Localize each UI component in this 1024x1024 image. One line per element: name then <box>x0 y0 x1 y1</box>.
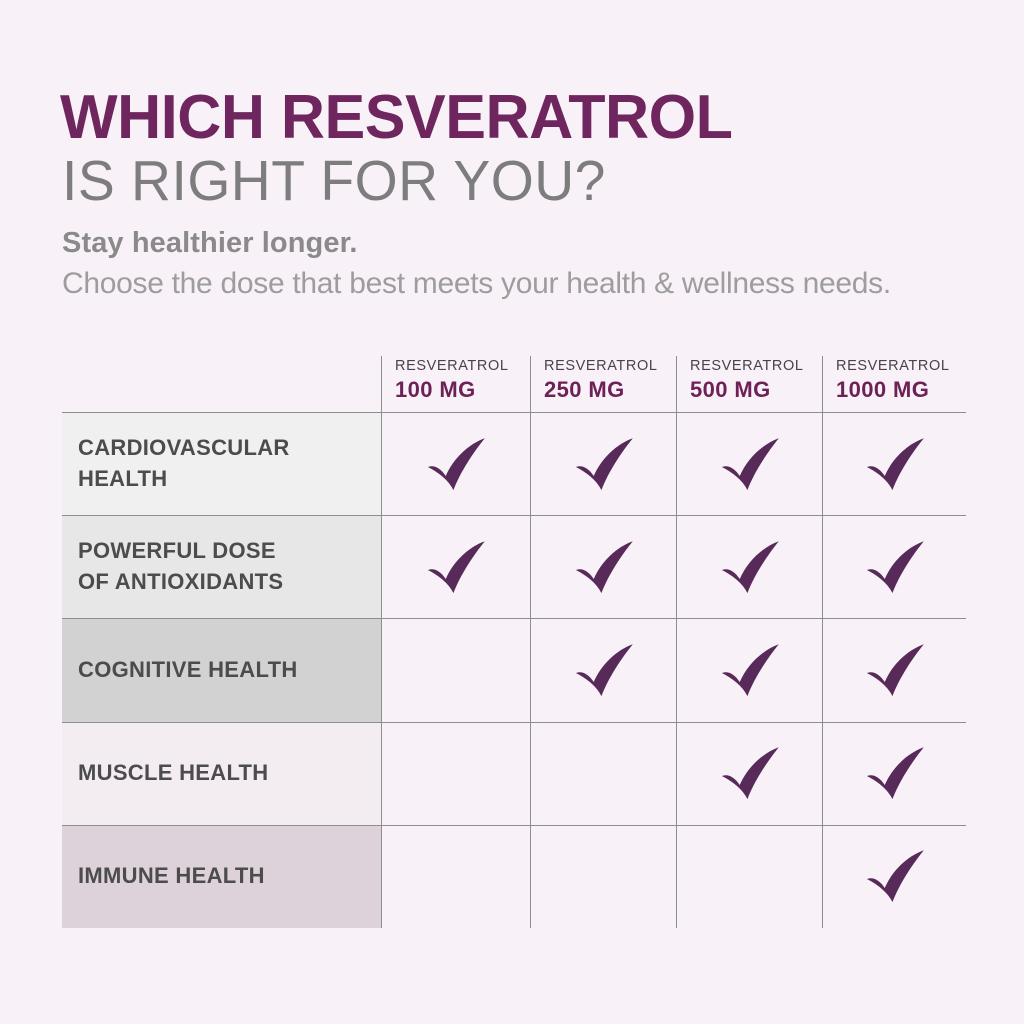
row-label-immune-health: IMMUNE HEALTH <box>62 824 381 928</box>
row-label-cardiovascular-health: CARDIOVASCULAR HEALTH <box>62 412 381 516</box>
column-header-100mg: RESVERATROL 100 MG <box>381 356 530 412</box>
check-cell <box>381 412 530 516</box>
check-cell <box>822 618 966 722</box>
row-label-line: COGNITIVE HEALTH <box>78 657 298 683</box>
dose-label: 500 MG <box>690 377 771 402</box>
check-cell <box>676 412 822 516</box>
row-label-cognitive-health: COGNITIVE HEALTH <box>62 618 381 722</box>
checkmark-icon <box>427 437 485 490</box>
check-cell <box>530 721 676 825</box>
header-blank-cell <box>62 356 381 412</box>
check-cell <box>822 412 966 516</box>
checkmark-icon <box>721 747 779 800</box>
check-cell <box>381 721 530 825</box>
checkmark-icon <box>866 541 924 593</box>
check-cell <box>381 824 530 928</box>
row-label-line: HEALTH <box>78 466 168 492</box>
checkmark-icon <box>721 437 779 490</box>
checkmark-icon <box>866 747 924 800</box>
checkmark-icon <box>721 541 779 593</box>
description: Choose the dose that best meets your hea… <box>62 267 891 300</box>
brand-label: RESVERATROL <box>836 358 950 374</box>
dose-label: 1000 MG <box>836 377 930 402</box>
row-label-antioxidants: POWERFUL DOSE OF ANTIOXIDANTS <box>62 515 381 619</box>
checkmark-icon <box>575 437 633 490</box>
check-cell <box>676 618 822 722</box>
column-header-500mg: RESVERATROL 500 MG <box>676 356 822 412</box>
check-cell <box>530 618 676 722</box>
row-label-line: OF ANTIOXIDANTS <box>78 569 284 595</box>
checkmark-icon <box>427 541 485 593</box>
check-cell <box>381 515 530 619</box>
check-cell <box>822 824 966 928</box>
brand-label: RESVERATROL <box>690 358 804 374</box>
check-cell <box>676 721 822 825</box>
checkmark-icon <box>866 644 924 697</box>
check-cell <box>381 618 530 722</box>
check-cell <box>530 824 676 928</box>
tagline: Stay healthier longer. <box>62 227 358 259</box>
dose-label: 100 MG <box>395 377 476 402</box>
brand-label: RESVERATROL <box>544 358 658 374</box>
brand-label: RESVERATROL <box>395 358 509 374</box>
row-label-line: IMMUNE HEALTH <box>78 863 265 889</box>
check-cell <box>530 412 676 516</box>
column-header-250mg: RESVERATROL 250 MG <box>530 356 676 412</box>
checkmark-icon <box>575 644 633 697</box>
page-title-line2: IS RIGHT FOR YOU? <box>62 149 606 213</box>
comparison-table: RESVERATROL 100 MG RESVERATROL 250 MG RE… <box>62 356 966 928</box>
checkmark-icon <box>866 850 924 903</box>
row-label-line: MUSCLE HEALTH <box>78 760 269 786</box>
page-title-line1: WHICH RESVERATROL <box>60 83 733 152</box>
check-cell <box>676 824 822 928</box>
row-label-muscle-health: MUSCLE HEALTH <box>62 721 381 825</box>
checkmark-icon <box>721 644 779 697</box>
check-cell <box>822 515 966 619</box>
check-cell <box>822 721 966 825</box>
row-label-line: POWERFUL DOSE <box>78 538 276 564</box>
check-cell <box>530 515 676 619</box>
checkmark-icon <box>575 541 633 593</box>
checkmark-icon <box>866 437 924 490</box>
dose-label: 250 MG <box>544 377 625 402</box>
column-header-1000mg: RESVERATROL 1000 MG <box>822 356 966 412</box>
check-cell <box>676 515 822 619</box>
row-label-line: CARDIOVASCULAR <box>78 435 290 461</box>
